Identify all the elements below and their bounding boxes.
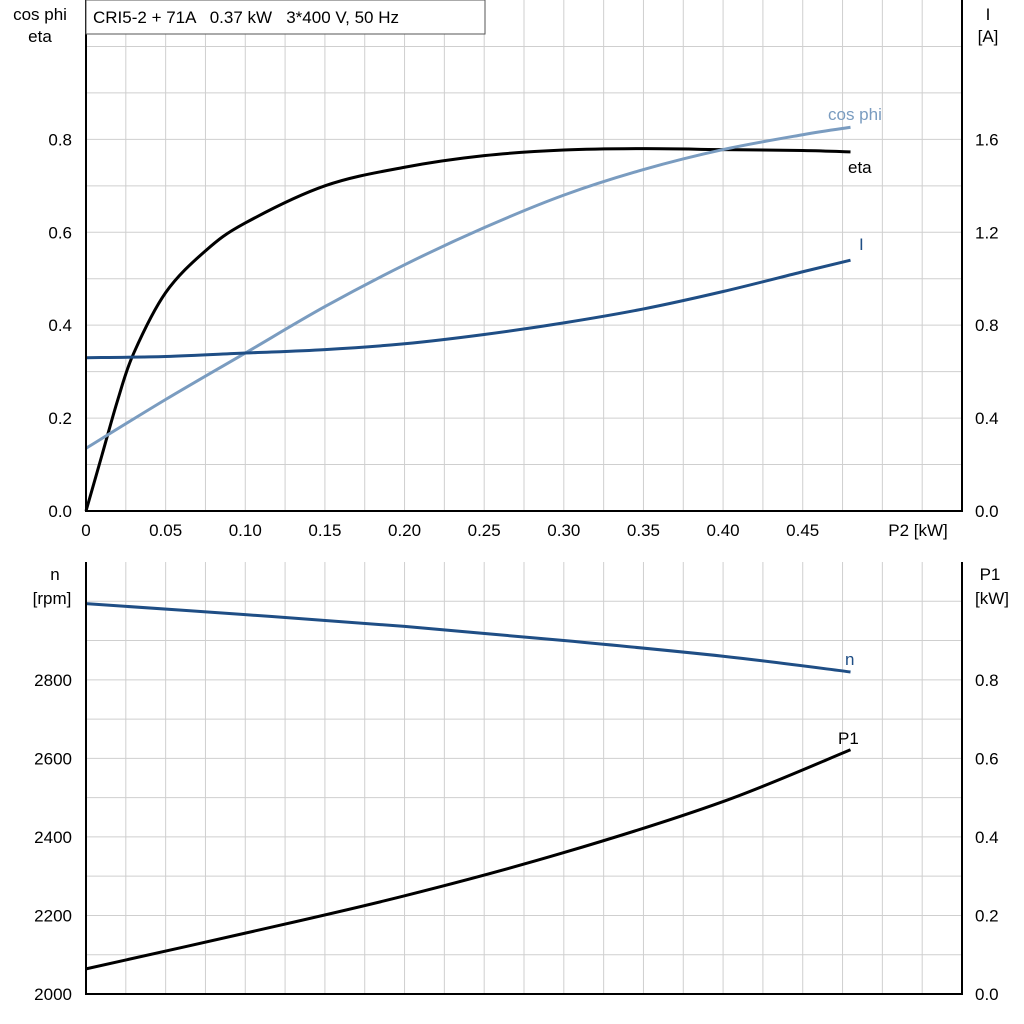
y-tick-left: 0.0 (48, 502, 72, 521)
x-tick: 0.10 (229, 521, 262, 540)
x-tick: 0.35 (627, 521, 660, 540)
series-line-cos-phi (85, 125, 851, 450)
chart-title: CRI5-2 + 71A 0.37 kW 3*400 V, 50 Hz (93, 8, 399, 27)
y-tick-right: 0.0 (975, 502, 999, 521)
y-tick-right: 0.6 (975, 749, 999, 768)
series-label-eta: eta (848, 158, 872, 177)
y-tick-left: 0.4 (48, 316, 72, 335)
y-tick-right: 0.8 (975, 671, 999, 690)
y-tick-right: 1.2 (975, 223, 999, 242)
series-label-p1: P1 (838, 729, 859, 748)
x-tick: 0.20 (388, 521, 421, 540)
series-label-n: n (845, 650, 854, 669)
top-left-ylabel-2: eta (28, 27, 52, 46)
y-tick-left: 2600 (34, 749, 72, 768)
series-line-i (85, 258, 851, 360)
y-tick-left: 0.6 (48, 223, 72, 242)
x-tick: 0.25 (468, 521, 501, 540)
bottom-right-ylabel-1: P1 (980, 565, 1001, 584)
y-tick-left: 2800 (34, 671, 72, 690)
x-tick: 0.40 (707, 521, 740, 540)
y-tick-left: 2200 (34, 906, 72, 925)
series-label-cos-phi: cos phi (828, 105, 882, 124)
series-line-n (85, 602, 851, 674)
grid-top (86, 0, 962, 511)
x-tick: 0.15 (308, 521, 341, 540)
title-box (85, 0, 486, 35)
y-tick-right: 0.2 (975, 906, 999, 925)
x-tick: 0.05 (149, 521, 182, 540)
top-left-ylabel-1: cos phi (13, 5, 67, 24)
y-tick-right: 0.4 (975, 828, 999, 847)
y-tick-left: 0.8 (48, 130, 72, 149)
y-tick-left: 2400 (34, 828, 72, 847)
series-line-eta (84, 147, 851, 512)
bottom-right-ylabel-2: [kW] (975, 589, 1009, 608)
y-tick-left: 2000 (34, 985, 72, 1004)
curves (84, 125, 852, 971)
x-axis-label: P2 [kW] (888, 521, 948, 540)
y-tick-right: 0.0 (975, 985, 999, 1004)
top-right-ylabel-2: [A] (978, 27, 999, 46)
series-line-p1 (85, 748, 852, 971)
x-tick: 0 (81, 521, 90, 540)
top-right-ylabel-1: I (986, 5, 991, 24)
series-label-i: I (859, 235, 864, 254)
y-tick-left: 0.2 (48, 409, 72, 428)
bottom-left-ylabel-1: n (50, 565, 59, 584)
grid-bottom (86, 562, 962, 994)
bottom-left-ylabel-2: [rpm] (33, 589, 72, 608)
x-tick: 0.45 (786, 521, 819, 540)
y-tick-right: 0.4 (975, 409, 999, 428)
y-tick-right: 1.6 (975, 130, 999, 149)
y-tick-right: 0.8 (975, 316, 999, 335)
tick-labels: 0.0 0.2 0.4 0.6 0.8 0.0 0.4 0.8 1.2 1.6 2000 2200 24… (34, 130, 998, 1004)
x-tick: 0.30 (547, 521, 580, 540)
